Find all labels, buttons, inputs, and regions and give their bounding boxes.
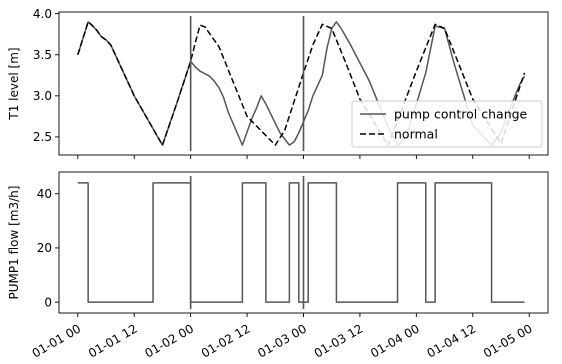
y-tick-label: 0 [44,295,52,309]
legend: pump control change normal [351,100,543,148]
top-x-ticks [77,155,530,159]
y-tick-label: 4.0 [33,7,52,21]
x-tick-label: 01-04 12 [425,321,479,360]
x-tick-label: 01-01 00 [30,321,84,360]
top-y-axis-label: T1 level [m] [7,47,21,120]
legend-box [351,100,543,148]
bottom-y-axis-label: PUMP1 flow [m3/h] [7,186,21,300]
bottom-series-layer [77,176,525,309]
series-line-normal [77,21,526,146]
top-y-ticks: 2.5 3.0 3.5 4.0 [33,7,59,144]
y-tick-label: 2.5 [33,130,52,144]
y-tick-label: 20 [37,241,52,255]
x-tick-label: 01-03 00 [255,321,309,360]
x-tick-label: 01-02 12 [199,321,253,360]
bottom-y-ticks: 0 20 40 [37,187,59,309]
y-tick-label: 3.0 [33,89,52,103]
legend-label-pump-control-change: pump control change [394,107,528,122]
x-tick-label: 01-03 12 [312,321,366,360]
top-series-layer [77,16,526,151]
y-tick-label: 3.5 [33,48,52,62]
top-panel: 2.5 3.0 3.5 4.0 T1 level [m] [7,7,549,159]
x-tick-label: 01-04 00 [368,321,422,360]
x-tick-label: 01-05 00 [481,321,535,360]
x-tick-label: 01-02 00 [142,321,196,360]
series-line-pump-control-change [77,182,525,303]
bottom-x-ticks: 01-01 00 01-01 12 01-02 00 01-02 12 01-03 00… [30,313,535,361]
legend-label-normal: normal [394,127,438,142]
y-tick-label: 40 [37,187,52,201]
x-tick-label: 01-01 12 [86,321,140,360]
